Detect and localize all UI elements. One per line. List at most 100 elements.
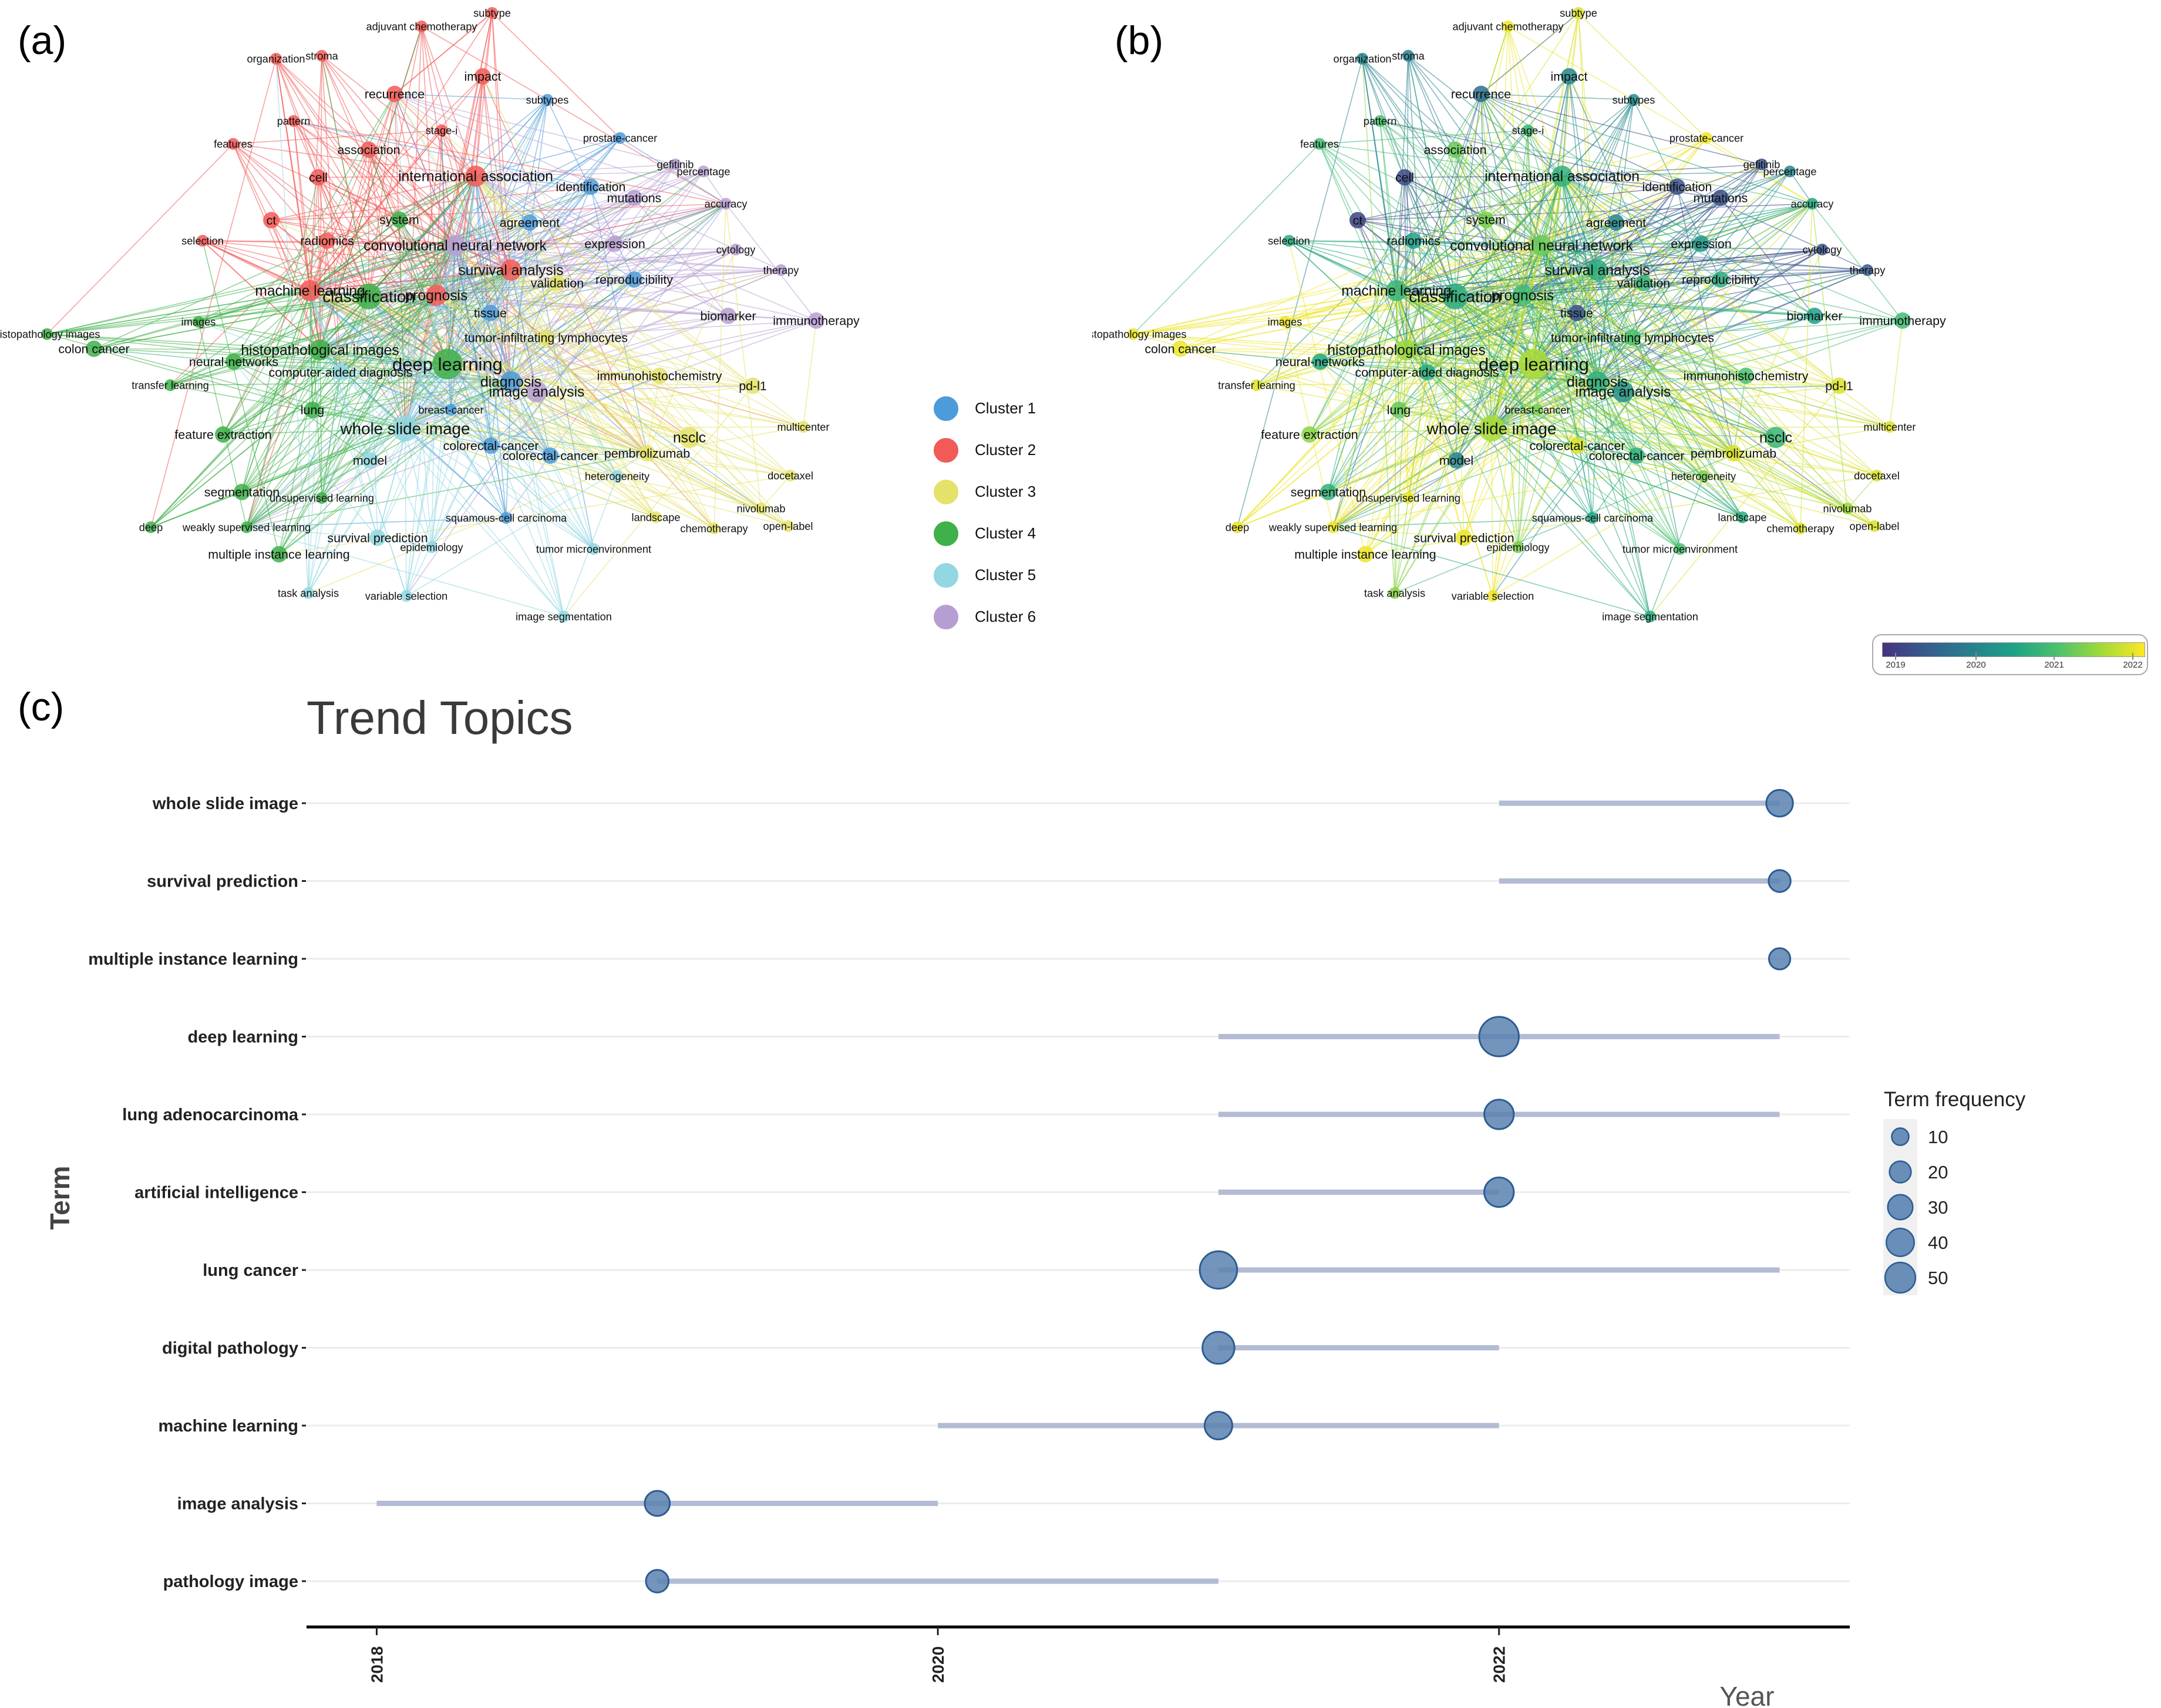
network-node: [526, 381, 547, 402]
network-node-label: segmentation: [1291, 485, 1366, 499]
network-node-label: radiomics: [1386, 234, 1440, 248]
network-node: [465, 166, 486, 187]
network-node: [542, 447, 558, 464]
network-node-label: colorectal-cancer: [443, 439, 539, 453]
network-node-label: whole slide image: [340, 420, 470, 438]
network-link: [475, 176, 615, 244]
network-node-label: feature extraction: [174, 427, 271, 442]
network-link: [394, 12, 493, 95]
network-node: [1573, 7, 1584, 19]
network-link: [490, 445, 551, 456]
network-link: [405, 428, 657, 518]
network-link: [1847, 475, 1877, 509]
network-node-label: images: [181, 316, 216, 328]
network-node-label: unsupervised learning: [270, 492, 374, 504]
network-link: [1357, 220, 1542, 246]
term-median-point: [645, 1569, 670, 1594]
network-node-label: histopathology images: [0, 328, 100, 340]
network-node: [1551, 166, 1573, 187]
network-node: [1884, 421, 1896, 433]
network-link: [1491, 320, 1903, 429]
network-node-label: breast-cancer: [1504, 404, 1570, 416]
network-link: [1561, 176, 1721, 198]
network-node: [607, 235, 623, 252]
network-node-label: recurrence: [365, 87, 425, 101]
network-link: [308, 437, 690, 594]
network-node-label: model: [1439, 453, 1473, 467]
network-link: [447, 315, 729, 365]
network-link: [1332, 527, 1651, 617]
network-node-label: mutations: [1694, 191, 1748, 205]
network-link: [1597, 381, 1890, 427]
network-node: [797, 421, 809, 433]
network-node: [1356, 53, 1368, 65]
network-node: [1795, 523, 1806, 534]
legend-swatch: [934, 604, 958, 629]
network-link: [1180, 245, 1542, 349]
network-link: [1597, 269, 1637, 456]
size-legend-label: 30: [1928, 1197, 1948, 1218]
network-link: [93, 245, 456, 349]
network-link: [1533, 363, 1875, 527]
network-link: [510, 381, 804, 427]
network-link: [1180, 176, 1563, 349]
network-link: [1561, 176, 1704, 477]
network-link: [421, 26, 456, 246]
network-link: [319, 349, 657, 518]
network-node: [1613, 381, 1634, 402]
network-link: [1284, 321, 1407, 351]
network-node-label: percentage: [1763, 166, 1816, 177]
network-node: [486, 7, 498, 19]
network-link: [1597, 320, 1903, 382]
term-median-point: [1483, 1176, 1515, 1208]
network-link: [405, 428, 594, 550]
network-node-label: deep: [1226, 521, 1249, 533]
network-link: [1379, 120, 1542, 246]
network-node: [361, 142, 377, 158]
network-node-label: ct: [1353, 213, 1363, 227]
term-median-point: [644, 1490, 671, 1517]
network-node: [482, 305, 499, 321]
network-link: [1256, 245, 1542, 386]
network-node: [1701, 132, 1712, 144]
term-median-point: [1203, 1410, 1233, 1441]
network-link: [475, 176, 511, 271]
network-link: [309, 269, 511, 291]
network-link: [1533, 363, 1681, 550]
network-link: [1636, 453, 1734, 456]
network-link: [450, 409, 594, 550]
network-node: [227, 138, 239, 150]
network-node: [1628, 94, 1640, 106]
network-link: [1485, 176, 1563, 220]
network-link: [1133, 296, 1456, 335]
network-node: [1738, 368, 1754, 384]
network-node-label: tissue: [1560, 306, 1593, 320]
network-link: [405, 428, 690, 438]
network-link: [1701, 203, 1813, 244]
network-node: [1456, 530, 1472, 546]
network-link: [1320, 361, 1465, 538]
network-link: [492, 12, 621, 139]
network-link: [803, 320, 817, 427]
y-tick-label: artificial intelligence: [134, 1184, 298, 1202]
network-node-label: colorectal-cancer: [1589, 449, 1685, 463]
network-node: [241, 521, 253, 533]
network-node-label: variable selection: [365, 590, 448, 602]
network-link: [1309, 290, 1397, 435]
network-link: [1332, 527, 1465, 538]
network-link: [1480, 93, 1815, 316]
network-node: [1442, 284, 1468, 309]
network-link: [46, 290, 311, 335]
term-median-point: [1478, 1016, 1520, 1057]
network-node: [1587, 512, 1598, 524]
network-node: [1251, 379, 1263, 391]
network-node: [1283, 235, 1295, 247]
network-link: [1491, 426, 1890, 429]
network-node-label: nsclc: [1759, 430, 1792, 446]
network-node-label: survival prediction: [327, 531, 428, 545]
network-link: [241, 177, 319, 493]
network-node: [651, 368, 668, 384]
network-node-label: recurrence: [1451, 87, 1511, 101]
y-tick-label: image analysis: [177, 1495, 298, 1514]
network-node: [639, 445, 655, 461]
